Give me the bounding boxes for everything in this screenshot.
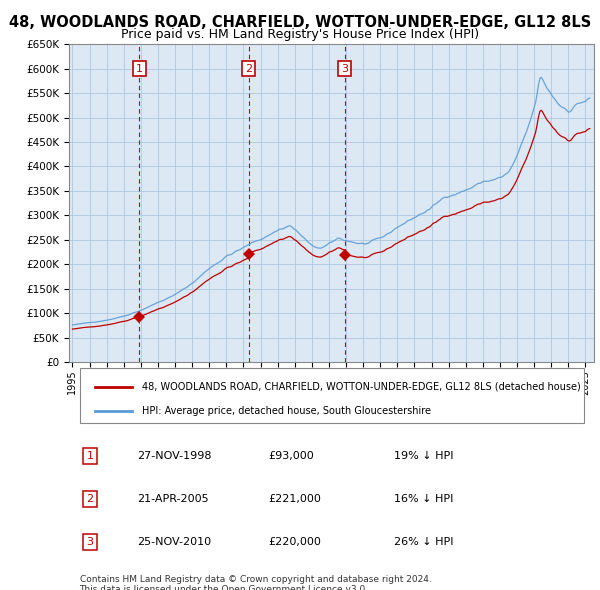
Text: Contains HM Land Registry data © Crown copyright and database right 2024.
This d: Contains HM Land Registry data © Crown c… [79, 575, 431, 590]
Text: HPI: Average price, detached house, South Gloucestershire: HPI: Average price, detached house, Sout… [143, 406, 431, 416]
Text: 21-APR-2005: 21-APR-2005 [137, 494, 209, 504]
Text: 26% ↓ HPI: 26% ↓ HPI [395, 537, 454, 547]
Bar [79, 368, 583, 424]
Text: £220,000: £220,000 [269, 537, 322, 547]
Text: 3: 3 [86, 537, 94, 547]
Text: 48, WOODLANDS ROAD, CHARFIELD, WOTTON-UNDER-EDGE, GL12 8LS (detached house): 48, WOODLANDS ROAD, CHARFIELD, WOTTON-UN… [143, 382, 581, 392]
Text: 19% ↓ HPI: 19% ↓ HPI [395, 451, 454, 461]
Text: 2: 2 [86, 494, 94, 504]
Text: 2: 2 [245, 64, 252, 74]
Text: 3: 3 [341, 64, 348, 74]
Text: £93,000: £93,000 [269, 451, 314, 461]
Text: 1: 1 [136, 64, 143, 74]
Text: 27-NOV-1998: 27-NOV-1998 [137, 451, 212, 461]
Text: 16% ↓ HPI: 16% ↓ HPI [395, 494, 454, 504]
Text: 48, WOODLANDS ROAD, CHARFIELD, WOTTON-UNDER-EDGE, GL12 8LS: 48, WOODLANDS ROAD, CHARFIELD, WOTTON-UN… [9, 15, 591, 30]
Text: 25-NOV-2010: 25-NOV-2010 [137, 537, 211, 547]
Text: Price paid vs. HM Land Registry's House Price Index (HPI): Price paid vs. HM Land Registry's House … [121, 28, 479, 41]
Text: £221,000: £221,000 [269, 494, 322, 504]
Text: 1: 1 [86, 451, 94, 461]
